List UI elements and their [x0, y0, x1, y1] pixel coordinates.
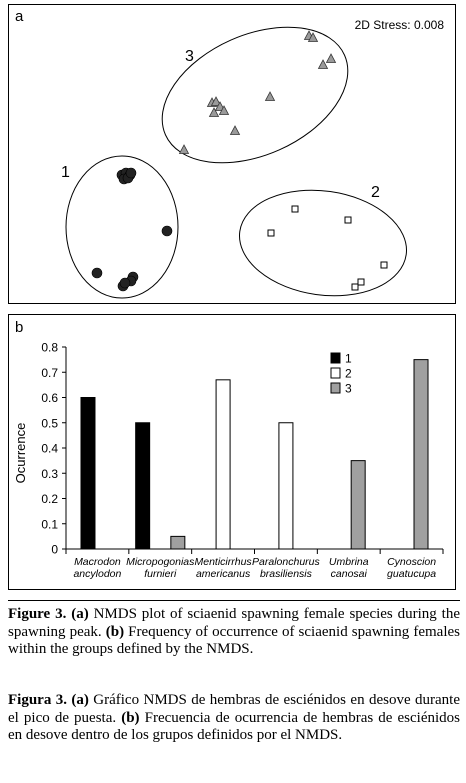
panel-b-label: b [15, 319, 23, 336]
caption-es-b-tag: (b) [121, 709, 140, 726]
legend-label-3: 3 [345, 382, 352, 396]
stress-annotation: 2D Stress: 0.008 [355, 18, 445, 32]
group-3-point-10 [218, 105, 230, 115]
caption-es-a-tag: (a) [71, 692, 89, 708]
group-2-point-2 [344, 216, 352, 224]
group-1-label: 1 [61, 164, 70, 181]
caption-rule [8, 600, 460, 601]
group-1-ellipse [65, 155, 179, 299]
y-tick-label-8: 0.8 [41, 341, 58, 355]
bar-series-2-cat-3 [215, 379, 231, 550]
legend-label-1: 1 [345, 352, 352, 366]
caption-en-figure: Figure 3. [8, 606, 67, 622]
y-tick-label-5: 0.5 [41, 416, 58, 430]
caption-spanish: Figura 3. (a) Gráfico NMDS de hembras de… [8, 692, 460, 745]
group-1-point-7 [161, 225, 173, 237]
occurrence-bar-chart: b Ocurrence 0 0.1 0.2 0.3 0.4 0.5 0.6 0.7 0.8 12… [13, 319, 444, 580]
y-tick-label-3: 0.3 [41, 467, 58, 481]
y-tick-label-0: 0 [51, 543, 58, 557]
caption-es-b-text: Frecuencia de ocurrencia de hembras de e… [8, 709, 460, 744]
x-tick-label-2-line-2: furnieri [144, 568, 177, 580]
group-1-point-6 [125, 167, 137, 179]
nmds-plot: a 2D Stress: 0.008 1 2 3 [15, 8, 445, 299]
group-2-label: 2 [371, 184, 380, 201]
caption-en-b-text: Frequency of occurrence of sciaenid spaw… [8, 623, 460, 658]
x-tick-label-3-line-1: Menticirrhus [194, 556, 252, 568]
bar-series-3-cat-2 [170, 535, 186, 550]
legend-label-2: 2 [345, 367, 352, 381]
y-tick-label-1: 0.1 [41, 517, 58, 531]
group-3-point-4 [317, 59, 329, 69]
caption-en-a-tag: (a) [71, 606, 89, 622]
legend-swatch-3 [330, 382, 341, 394]
y-axis-label: Ocurrence [13, 423, 28, 484]
group-2-point-3 [267, 229, 275, 237]
group-3-point-8 [214, 101, 226, 111]
group-3-point-2 [307, 32, 319, 42]
group-3-point-11 [229, 125, 241, 135]
x-tick-label-4-line-2: brasiliensis [260, 568, 313, 580]
bar-series-1-cat-1 [80, 397, 96, 550]
bar-series-3-cat-5 [350, 460, 366, 550]
group-3-point-5 [264, 91, 276, 101]
y-tick-label-7: 0.7 [41, 366, 58, 380]
legend-swatch-2 [330, 367, 341, 379]
group-3-point-3 [325, 53, 337, 63]
legend-swatch-1 [330, 352, 341, 364]
caption-en-a-text: NMDS plot of sciaenid spawning female sp… [8, 606, 461, 640]
group-3-label: 3 [185, 48, 194, 65]
x-tick-label-5-line-1: Umbrina [329, 556, 369, 568]
group-2-ellipse [239, 189, 407, 297]
x-tick-label-1-line-1: Macrodon [74, 556, 121, 568]
group-2-point-4 [380, 261, 388, 269]
group-2-point-6 [351, 283, 359, 291]
group-2-point-5 [357, 278, 365, 286]
x-tick-label-6-line-1: Cynoscion [387, 556, 436, 568]
x-tick-label-1-line-2: ancylodon [73, 568, 121, 580]
bar-series-2-cat-4 [278, 422, 294, 550]
caption-english: Figure 3. (a) NMDS plot of sciaenid spaw… [8, 606, 460, 659]
group-3-ellipse [161, 26, 349, 164]
bar-series-3-cat-6 [413, 359, 429, 550]
x-tick-label-3-line-2: americanus [196, 568, 251, 580]
x-tick-label-4-line-1: Paralonchurus [252, 556, 320, 568]
caption-en-b-tag: (b) [105, 623, 125, 640]
x-tick-label-2-line-1: Micropogonias [126, 556, 195, 568]
group-1-point-8 [91, 267, 103, 279]
panel-a-label: a [15, 8, 24, 25]
nmds-panel: a 2D Stress: 0.008 1 2 3 [8, 4, 456, 304]
caption-es-figure: Figura 3. [8, 692, 67, 708]
caption-es-a-text: Gráfico NMDS de hembras de esciénidos en… [8, 692, 460, 726]
x-tick-label-5-line-2: canosai [331, 568, 368, 580]
x-tick-label-6-line-2: guatucupa [387, 568, 436, 580]
group-3-point-9 [208, 107, 220, 117]
y-tick-label-6: 0.6 [41, 391, 58, 405]
group-3-point-7 [210, 96, 222, 106]
bar-series-1-cat-2 [135, 422, 151, 550]
group-1-point-12 [119, 277, 131, 289]
y-tick-label-4: 0.4 [41, 442, 58, 456]
y-tick-label-2: 0.2 [41, 492, 58, 506]
group-2-point-1 [291, 205, 299, 213]
group-3-point-12 [178, 144, 190, 154]
